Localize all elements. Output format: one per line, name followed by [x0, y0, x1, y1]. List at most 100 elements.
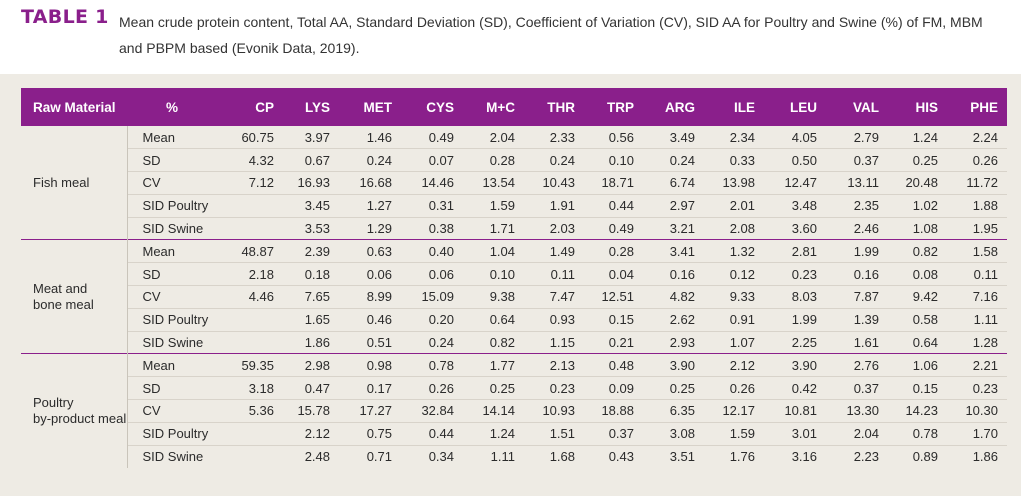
table-cell: 1.59: [463, 193, 524, 218]
table-cell: 0.24: [643, 148, 704, 172]
stat-label: SD: [126, 376, 217, 400]
table-cell: 3.97: [304, 129, 330, 145]
table-row: SID Poultry 1.65 0.46 0.20 0.64 0.93 0.15 2.62 0…: [21, 307, 1007, 332]
table-cell: 0.09: [584, 376, 643, 400]
table-cell: 0.64: [463, 307, 524, 332]
table-cell: 13.11: [826, 171, 888, 195]
table-cell: 0.26: [704, 376, 764, 400]
table-cell: 3.49: [669, 129, 695, 145]
table-cell: 0.50: [764, 148, 826, 172]
table-cell: 59.35: [217, 353, 283, 377]
table-cell: 1.51: [524, 421, 584, 446]
stat-label: CV: [126, 399, 217, 423]
table-cell: 1.58: [947, 239, 1007, 263]
table-cell: 12.47: [764, 171, 826, 195]
raw-material-name-line: bone meal: [33, 296, 94, 312]
table-cell: 2.21: [947, 353, 1007, 377]
table-cell: 2.03: [524, 216, 584, 240]
column-header: Raw Material: [33, 99, 116, 115]
table-cell: 10.30: [947, 399, 1007, 423]
table-cell: 8.99: [339, 285, 401, 309]
column-header: ARG: [665, 99, 695, 115]
table-cell: 5.36: [217, 399, 283, 423]
column-header: CP: [255, 99, 274, 115]
table-cell: 2.35: [826, 193, 888, 218]
table-cell: 0.24: [339, 148, 401, 172]
table-row: SID Poultry 3.45 1.27 0.31 1.59 1.91 0.44 2.97 2…: [21, 193, 1007, 218]
table-cell: 0.16: [643, 262, 704, 286]
table-cell: 2.81: [764, 239, 826, 263]
table-cell: 0.42: [764, 376, 826, 400]
column-header: %: [165, 99, 178, 115]
table-cell: 0.21: [584, 330, 643, 354]
table-row: CV 4.46 7.65 8.99 15.09 9.38 7.47 12.51 4.82 9.33…: [21, 285, 1007, 309]
table-cell: 1.49: [524, 239, 584, 263]
table-cell: 7.12: [217, 171, 283, 195]
table-cell: 14.23: [888, 399, 947, 423]
column-header: VAL: [853, 99, 879, 115]
table-cell: 1.71: [463, 216, 524, 240]
table-row: SD 3.18 0.47 0.17 0.26 0.25 0.23 0.09 0.25 0.26 0.…: [21, 376, 1007, 400]
table-cell: 6.35: [643, 399, 704, 423]
table-row: SD 4.32 0.67 0.24 0.07 0.28 0.24 0.10 0.24 0.33 0.…: [21, 148, 1007, 172]
table-row: SID Swine 2.48 0.71 0.34 1.11 1.68 0.43 3.51 1.7…: [21, 444, 1007, 468]
table-cell: 1.88: [947, 193, 1007, 218]
header-row: Raw Material% CP LYS MET CYS M+C THR TRP ARG ILE L…: [21, 88, 1007, 126]
stat-label: SID Swine: [126, 444, 217, 468]
column-header: PHE: [970, 99, 998, 115]
table-row: SID Swine 1.86 0.51 0.24 0.82 1.15 0.21 2.93 1.0…: [21, 330, 1007, 354]
table-row: SID Poultry 2.12 0.75 0.44 1.24 1.51 0.37 3.08 1…: [21, 421, 1007, 446]
table-cell: 1.99: [764, 307, 826, 332]
table-cell: 0.11: [524, 262, 584, 286]
raw-material-name-line: Meat and: [33, 280, 88, 296]
table-cell: 2.18: [217, 262, 283, 286]
table-cell: 1.24: [463, 421, 524, 446]
table-cell: 12.17: [704, 399, 764, 423]
table-cell: 0.63: [339, 239, 401, 263]
table-cell: 1.15: [524, 330, 584, 354]
table-cell: 0.28: [584, 239, 643, 263]
table-cell: 18.71: [584, 171, 643, 195]
table-cell: 0.34: [401, 444, 463, 468]
table-cell: 0.75: [339, 421, 401, 446]
table-cell: 13.30: [826, 399, 888, 423]
table-cell: 2.98: [283, 353, 339, 377]
table-cell: 1.28: [947, 330, 1007, 354]
table-cell: 4.32: [217, 148, 283, 172]
table-cell: 0.25: [463, 376, 524, 400]
table-cell: 3.01: [764, 421, 826, 446]
table-cell: 1.39: [826, 307, 888, 332]
table-cell: 0.46: [339, 307, 401, 332]
raw-material-name: Fish meal: [33, 174, 90, 190]
table-cell: 2.76: [826, 353, 888, 377]
table-cell: 1.68: [524, 444, 584, 468]
table-cell: 0.67: [283, 148, 339, 172]
table-cell: 1.11: [947, 307, 1007, 332]
table-row: CV 5.36 15.78 17.27 32.84 14.14 10.93 18.88 6.35…: [21, 399, 1007, 423]
table-cell: 10.93: [524, 399, 584, 423]
table-cell: 0.44: [401, 421, 463, 446]
table-cell: 9.33: [704, 285, 764, 309]
table-cell: 0.10: [584, 148, 643, 172]
table-cell: 0.24: [524, 148, 584, 172]
table-row: Fish meal Mean 60.75 3.97 1.46 0.49 2.04 2.33 0.…: [21, 126, 1007, 190]
stat-label: SID Poultry: [126, 421, 217, 446]
table-cell: 2.25: [764, 330, 826, 354]
table-cell: [217, 216, 283, 240]
table-cell: 2.12: [283, 421, 339, 446]
table-cell: 3.18: [217, 376, 283, 400]
table-row: SD 2.18 0.18 0.06 0.06 0.10 0.11 0.04 0.16 0.12 0.…: [21, 262, 1007, 286]
table-cell: 0.37: [826, 148, 888, 172]
table-cell: 1.46: [366, 129, 392, 145]
table-cell: [217, 307, 283, 332]
table-cell: 0.71: [339, 444, 401, 468]
caption-area: TABLE 1 Mean crude protein content, Tota…: [0, 0, 1021, 74]
table-cell: 0.38: [401, 216, 463, 240]
table-cell: 15.09: [401, 285, 463, 309]
table-cell: 0.04: [584, 262, 643, 286]
table-cell: 0.08: [888, 262, 947, 286]
table-cell: 0.43: [584, 444, 643, 468]
stat-label: SID Poultry: [126, 193, 217, 218]
table-cell: 13.54: [463, 171, 524, 195]
table-cell: 3.48: [764, 193, 826, 218]
